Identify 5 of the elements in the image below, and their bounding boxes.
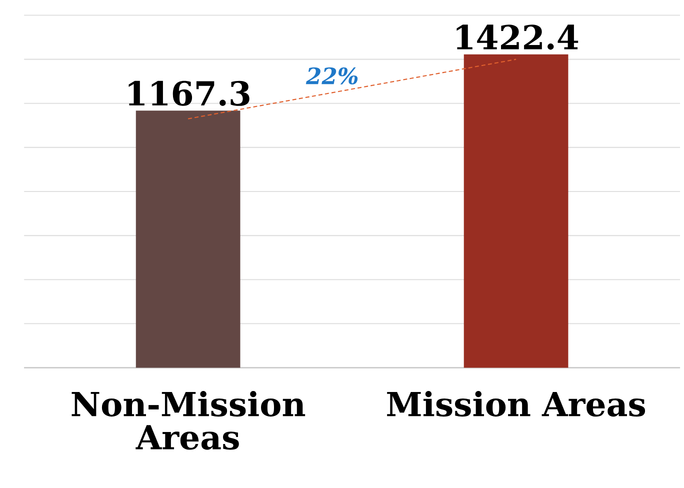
x-tick-label: Mission Areas: [387, 390, 646, 417]
data-label: 1167.3: [128, 80, 250, 106]
data-label: 1422.4: [456, 24, 578, 50]
annotation: 22%: [306, 67, 358, 84]
x-tick-label: Non-Mission Areas: [72, 390, 306, 450]
